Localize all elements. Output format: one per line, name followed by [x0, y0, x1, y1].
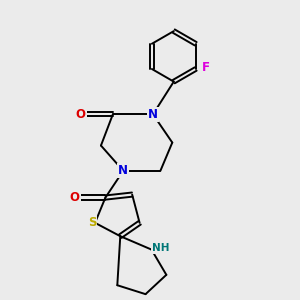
Text: O: O: [70, 191, 80, 204]
Text: NH: NH: [152, 243, 169, 253]
Text: N: N: [118, 164, 128, 177]
Text: N: N: [148, 108, 158, 121]
Text: F: F: [202, 61, 210, 74]
Text: O: O: [76, 108, 86, 121]
Text: S: S: [88, 216, 96, 229]
